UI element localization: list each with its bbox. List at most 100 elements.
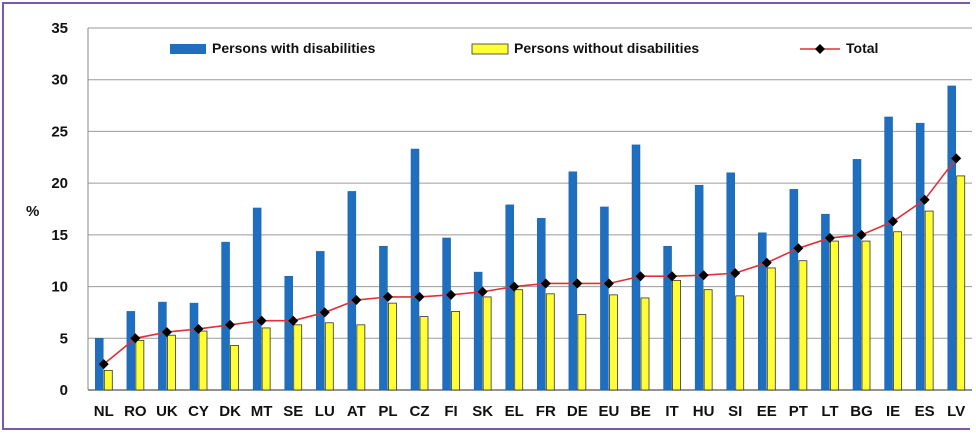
x-tick-label: MT xyxy=(251,403,273,420)
legend-swatch-with-disabilities xyxy=(170,44,206,54)
x-tick-label: EL xyxy=(505,403,524,420)
x-tick-label: DE xyxy=(567,403,588,420)
x-tick-label: NL xyxy=(94,403,114,420)
total-point xyxy=(509,281,520,292)
x-tick-label: LU xyxy=(315,403,335,420)
x-tick-label: IT xyxy=(665,403,678,420)
bar-without-disabilities xyxy=(640,297,650,391)
bar-without-disabilities xyxy=(703,289,713,391)
bar-without-disabilities xyxy=(735,295,745,391)
bar-with-disabilities xyxy=(347,191,357,391)
total-point xyxy=(130,333,141,344)
bar-with-disabilities xyxy=(694,184,704,391)
bar-with-disabilities xyxy=(631,144,641,391)
bar-with-disabilities xyxy=(505,204,514,391)
total-point xyxy=(793,243,804,254)
total-point xyxy=(414,291,425,302)
total-point xyxy=(477,286,488,297)
x-tick-label: LV xyxy=(947,403,965,420)
bar-without-disabilities xyxy=(609,294,618,391)
x-tick-label: HU xyxy=(693,403,715,420)
bar-without-disabilities xyxy=(956,175,966,391)
total-point xyxy=(824,232,835,243)
bar-without-disabilities xyxy=(924,210,934,391)
y-tick-label: 35 xyxy=(51,20,68,37)
bar-without-disabilities xyxy=(293,324,303,391)
total-point xyxy=(225,319,236,330)
total-point xyxy=(319,307,330,318)
x-tick-label: EE xyxy=(757,403,777,420)
total-line xyxy=(103,157,957,365)
bar-with-disabilities xyxy=(189,302,199,391)
x-tick-label: SE xyxy=(283,403,303,420)
x-tick-label: CZ xyxy=(410,403,430,420)
bar-without-disabilities xyxy=(261,327,271,391)
bar-with-disabilities xyxy=(473,271,483,391)
y-axis-label: % xyxy=(26,203,39,220)
bar-without-disabilities xyxy=(798,260,808,391)
bar-without-disabilities xyxy=(388,302,397,391)
total-point xyxy=(256,315,267,326)
bar-without-disabilities xyxy=(861,240,871,391)
total-point xyxy=(98,359,109,370)
bar-without-disabilities xyxy=(167,334,176,391)
x-tick-label: DK xyxy=(219,403,241,420)
bar-without-disabilities xyxy=(419,316,429,391)
bar-with-disabilities xyxy=(126,311,136,391)
total-point xyxy=(382,291,393,302)
y-tick-label: 10 xyxy=(51,279,68,296)
legend-marker-total xyxy=(815,44,825,54)
x-tick-label: PL xyxy=(378,403,397,420)
total-point xyxy=(446,289,457,300)
y-tick-label: 15 xyxy=(51,227,68,244)
x-tick-label: ES xyxy=(915,403,935,420)
bar-with-disabilities xyxy=(947,85,956,391)
legend-swatch-without-disabilities xyxy=(471,43,509,55)
bar-without-disabilities xyxy=(103,369,113,391)
total-point xyxy=(856,229,867,240)
bar-with-disabilities xyxy=(758,232,767,391)
x-tick-label: PT xyxy=(789,403,808,420)
bar-without-disabilities xyxy=(766,267,776,391)
bar-with-disabilities xyxy=(316,251,325,391)
y-tick-label: 0 xyxy=(60,382,68,399)
bar-with-disabilities xyxy=(600,206,609,391)
total-point xyxy=(698,270,709,281)
total-point xyxy=(888,216,899,227)
bar-without-disabilities xyxy=(324,322,334,391)
total-point xyxy=(635,271,646,282)
y-tick-label: 5 xyxy=(60,330,68,347)
x-tick-label: BE xyxy=(630,403,651,420)
bar-without-disabilities xyxy=(672,279,681,391)
bar-with-disabilities xyxy=(537,218,546,391)
x-tick-label: CY xyxy=(188,403,209,420)
total-point xyxy=(193,323,204,334)
y-tick-label: 20 xyxy=(51,175,68,192)
bar-with-disabilities xyxy=(663,245,672,391)
x-tick-label: UK xyxy=(156,403,178,420)
total-point xyxy=(667,271,678,282)
y-tick-label: 30 xyxy=(51,72,68,89)
x-tick-label: FR xyxy=(536,403,556,420)
total-point xyxy=(951,153,962,164)
bar-without-disabilities xyxy=(545,293,555,391)
x-tick-label: AT xyxy=(347,403,366,420)
x-tick-label: BG xyxy=(850,403,873,420)
bar-without-disabilities xyxy=(135,339,145,391)
total-point xyxy=(572,278,583,289)
total-point xyxy=(540,278,551,289)
total-point xyxy=(919,194,930,205)
total-point xyxy=(730,268,741,279)
bar-without-disabilities xyxy=(451,310,460,391)
bar-with-disabilities xyxy=(884,116,893,391)
x-tick-label: EU xyxy=(599,403,620,420)
total-point xyxy=(288,315,299,326)
bar-without-disabilities xyxy=(356,324,366,391)
x-tick-label: RO xyxy=(124,403,147,420)
bar-without-disabilities xyxy=(198,330,208,391)
bar-with-disabilities xyxy=(158,301,167,391)
bar-with-disabilities xyxy=(821,213,830,391)
total-point xyxy=(351,295,362,306)
y-tick-label: 25 xyxy=(51,123,68,140)
bar-without-disabilities xyxy=(230,345,239,391)
